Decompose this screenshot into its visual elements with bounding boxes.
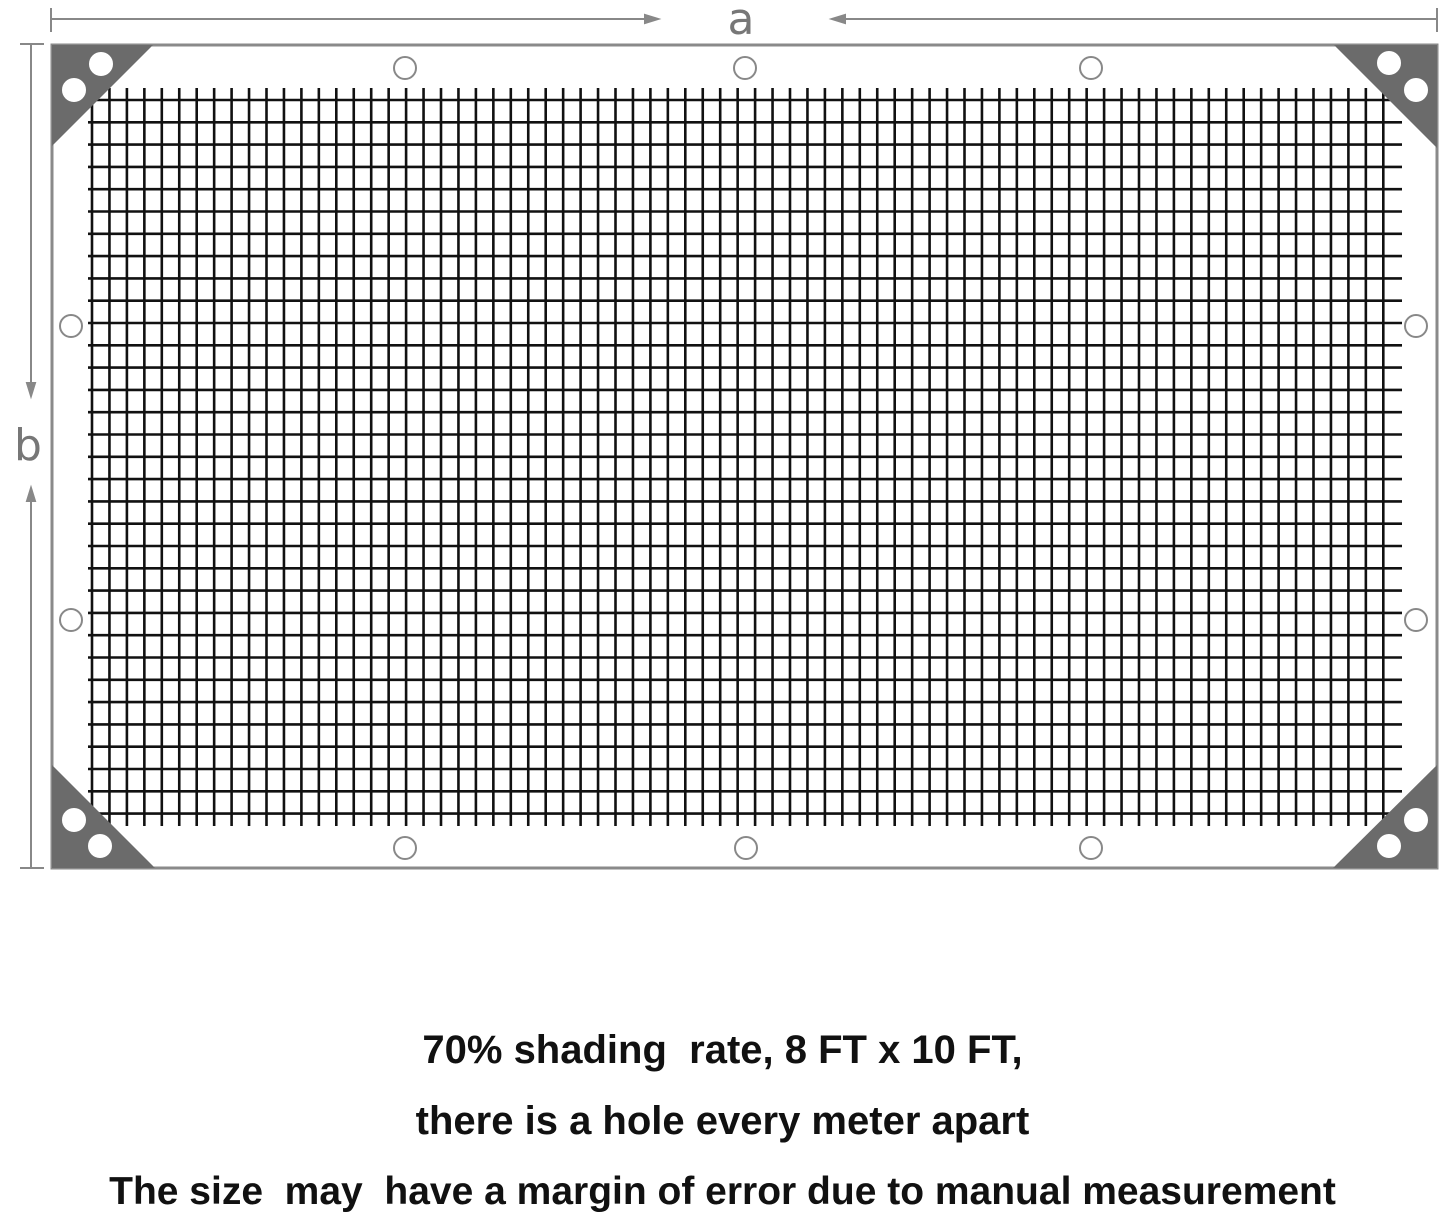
grommet-hole xyxy=(59,314,83,338)
corner-grommet-hole xyxy=(1377,834,1401,858)
dimension-b xyxy=(20,43,44,869)
corner-reinforcement-tr xyxy=(1334,45,1437,148)
grommet-hole xyxy=(734,836,758,860)
grommet-hole xyxy=(393,836,417,860)
shade-net-diagram: a b xyxy=(14,0,1439,870)
mesh-grid xyxy=(88,88,1402,826)
corner-reinforcement-bl xyxy=(52,765,155,868)
grommets xyxy=(59,51,1428,860)
corner-grommet-hole xyxy=(88,834,112,858)
corner-grommet-hole xyxy=(62,808,86,832)
grommet-hole xyxy=(59,608,83,632)
grommet-hole xyxy=(1079,836,1103,860)
corner-grommet-hole xyxy=(89,52,113,76)
corner-grommet-hole xyxy=(1404,808,1428,832)
grommet-hole xyxy=(1404,314,1428,338)
grommet-hole xyxy=(393,56,417,80)
caption-line-3: The size may have a margin of error due … xyxy=(109,1170,1336,1213)
caption-line-2: there is a hole every meter apart xyxy=(415,1099,1030,1143)
corner-grommet-hole xyxy=(1377,51,1401,75)
corner-grommet-hole xyxy=(62,78,86,102)
corner-reinforcement-br xyxy=(1333,765,1437,868)
grommet-hole xyxy=(1079,56,1103,80)
corner-reinforcement-tl xyxy=(52,45,153,146)
corner-grommet-hole xyxy=(1404,78,1428,102)
caption-line-1: 70% shading rate, 8 FT x 10 FT, xyxy=(422,1028,1023,1072)
dimension-a-label: a xyxy=(728,0,755,45)
dimension-b-label: b xyxy=(14,420,42,471)
grommet-hole xyxy=(733,56,757,80)
grommet-hole xyxy=(1404,608,1428,632)
dimension-a xyxy=(50,8,1438,32)
